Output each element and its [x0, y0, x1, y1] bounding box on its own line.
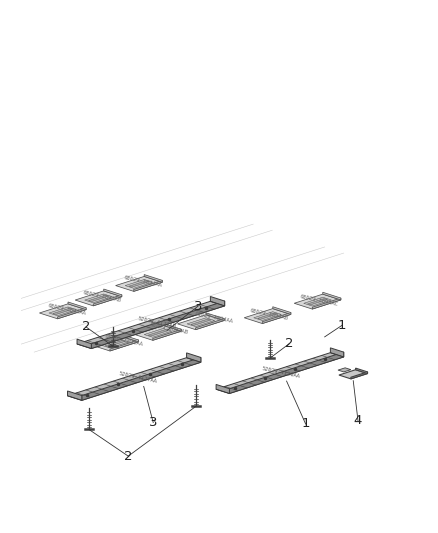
Text: 2: 2 — [285, 337, 293, 350]
Polygon shape — [294, 294, 341, 309]
Polygon shape — [85, 294, 112, 303]
Polygon shape — [129, 281, 149, 287]
Text: 68029-3894AC: 68029-3894AC — [299, 294, 339, 307]
Polygon shape — [187, 318, 215, 327]
Polygon shape — [93, 295, 122, 306]
Polygon shape — [216, 384, 230, 393]
Polygon shape — [196, 319, 224, 329]
Polygon shape — [125, 279, 153, 288]
Polygon shape — [206, 313, 224, 320]
Text: 68029-3892AA: 68029-3892AA — [47, 303, 86, 316]
Polygon shape — [330, 348, 344, 357]
Polygon shape — [144, 274, 162, 282]
Polygon shape — [210, 296, 225, 306]
Polygon shape — [120, 334, 138, 342]
Polygon shape — [82, 358, 201, 400]
Text: 68029-3892AB: 68029-3892AB — [149, 322, 188, 335]
Text: 4: 4 — [354, 414, 362, 427]
Polygon shape — [49, 307, 77, 316]
Text: 68029-3894AA: 68029-3894AA — [194, 311, 234, 324]
Polygon shape — [254, 312, 281, 320]
Polygon shape — [92, 301, 225, 349]
Polygon shape — [304, 297, 331, 306]
Text: 1: 1 — [301, 417, 310, 431]
Polygon shape — [39, 304, 86, 319]
Polygon shape — [134, 325, 181, 340]
Polygon shape — [273, 307, 291, 314]
Polygon shape — [101, 339, 129, 348]
Polygon shape — [88, 295, 109, 302]
Polygon shape — [53, 308, 73, 314]
Polygon shape — [67, 391, 82, 400]
Polygon shape — [262, 312, 291, 324]
Polygon shape — [92, 336, 138, 351]
Polygon shape — [68, 302, 86, 310]
Polygon shape — [116, 277, 162, 292]
Polygon shape — [258, 313, 278, 319]
Polygon shape — [191, 319, 211, 326]
Polygon shape — [67, 358, 201, 400]
Polygon shape — [307, 298, 328, 305]
Polygon shape — [323, 292, 341, 300]
Text: 2: 2 — [82, 320, 90, 334]
Polygon shape — [148, 330, 168, 336]
Text: 68029-3894AA: 68029-3894AA — [123, 276, 162, 288]
Polygon shape — [312, 298, 341, 309]
Polygon shape — [105, 341, 125, 347]
Polygon shape — [244, 309, 291, 324]
Polygon shape — [77, 301, 225, 349]
Polygon shape — [216, 353, 344, 393]
Text: 52029-4127AB: 52029-4127AB — [138, 316, 177, 329]
Polygon shape — [144, 328, 172, 337]
Polygon shape — [77, 339, 92, 349]
Text: 52029-4129AA: 52029-4129AA — [261, 366, 300, 378]
Text: 3: 3 — [149, 416, 158, 429]
Polygon shape — [177, 314, 224, 329]
Polygon shape — [230, 352, 344, 393]
Text: 68029-3892AA: 68029-3892AA — [104, 334, 143, 346]
Polygon shape — [57, 308, 86, 319]
Polygon shape — [110, 340, 138, 351]
Text: 2: 2 — [124, 450, 132, 463]
Polygon shape — [356, 368, 367, 374]
Polygon shape — [351, 372, 367, 379]
Text: 68029-3894AB: 68029-3894AB — [249, 309, 289, 321]
Polygon shape — [75, 291, 122, 306]
Text: 1: 1 — [338, 319, 346, 332]
Polygon shape — [338, 368, 351, 372]
Polygon shape — [187, 353, 201, 362]
Polygon shape — [163, 324, 181, 331]
Text: 68029-3892AB: 68029-3892AB — [83, 290, 122, 303]
Polygon shape — [104, 289, 122, 297]
Polygon shape — [153, 329, 181, 340]
Text: 3: 3 — [194, 300, 202, 313]
Polygon shape — [134, 280, 162, 292]
Text: 52029-4127AA: 52029-4127AA — [118, 371, 158, 384]
Polygon shape — [339, 370, 367, 379]
